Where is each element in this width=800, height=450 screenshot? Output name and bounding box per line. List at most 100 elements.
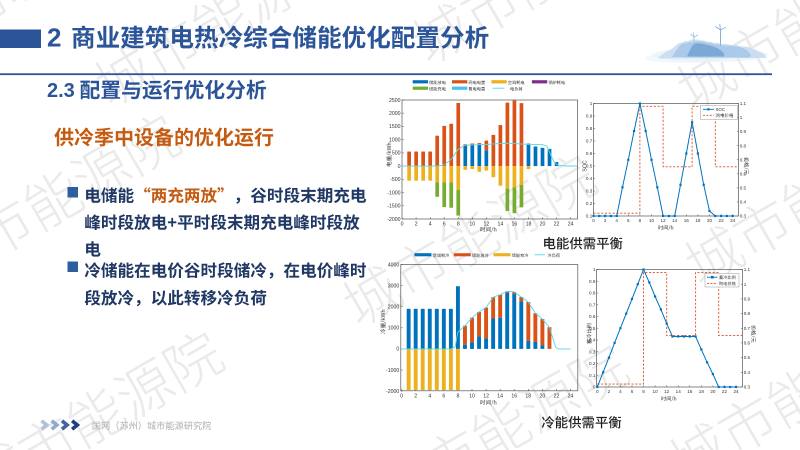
svg-text:1: 1: [590, 101, 593, 106]
svg-text:-1000: -1000: [386, 368, 399, 374]
svg-text:4000: 4000: [388, 262, 400, 268]
svg-text:14: 14: [497, 222, 503, 228]
svg-text:0: 0: [592, 218, 595, 223]
svg-text:0.4: 0.4: [589, 338, 596, 343]
svg-text:0.3: 0.3: [586, 189, 593, 194]
svg-text:0: 0: [593, 385, 596, 390]
svg-text:10: 10: [469, 393, 475, 399]
svg-text:0.4: 0.4: [586, 176, 593, 181]
svg-text:14: 14: [497, 393, 503, 399]
svg-text:0.8: 0.8: [740, 143, 747, 148]
svg-text:-2000: -2000: [386, 389, 399, 395]
svg-text:22: 22: [554, 222, 560, 228]
svg-text:16: 16: [511, 393, 517, 399]
svg-text:16: 16: [684, 218, 690, 223]
svg-text:0.5: 0.5: [586, 164, 593, 169]
svg-text:6: 6: [442, 393, 445, 399]
svg-text:-500: -500: [390, 177, 400, 183]
svg-text:0.7: 0.7: [744, 326, 751, 331]
svg-text:0.9: 0.9: [589, 279, 596, 284]
svg-text:10: 10: [649, 218, 655, 223]
svg-text:0.6: 0.6: [740, 171, 747, 176]
svg-text:10: 10: [653, 389, 659, 394]
svg-text:4: 4: [428, 393, 431, 399]
svg-text:6: 6: [631, 389, 634, 394]
svg-text:SOC: SOC: [716, 107, 726, 112]
svg-text:0.2: 0.2: [589, 361, 596, 366]
svg-text:24: 24: [730, 218, 736, 223]
svg-text:0.6: 0.6: [744, 341, 751, 346]
svg-text:0.9: 0.9: [744, 296, 751, 301]
svg-text:16: 16: [687, 389, 693, 394]
svg-text:0.1: 0.1: [586, 214, 593, 219]
svg-text:12: 12: [664, 389, 670, 394]
svg-text:-2000: -2000: [387, 217, 400, 223]
svg-text:8: 8: [639, 218, 642, 223]
svg-text:4: 4: [615, 218, 618, 223]
svg-text:0.9: 0.9: [740, 129, 747, 134]
svg-text:1: 1: [740, 115, 743, 120]
svg-text:0: 0: [400, 393, 403, 399]
svg-text:22: 22: [722, 389, 728, 394]
svg-text:6: 6: [443, 222, 446, 228]
svg-text:10: 10: [469, 222, 475, 228]
svg-text:14: 14: [676, 389, 682, 394]
svg-text:20: 20: [710, 389, 716, 394]
svg-text:2: 2: [47, 23, 61, 53]
svg-text:0.8: 0.8: [586, 126, 593, 131]
svg-text:20: 20: [707, 218, 713, 223]
svg-text:0.2: 0.2: [586, 201, 593, 206]
svg-text:500: 500: [392, 151, 401, 157]
svg-text:20: 20: [540, 393, 546, 399]
svg-text:12: 12: [483, 393, 489, 399]
svg-text:8: 8: [457, 222, 460, 228]
svg-text:2: 2: [414, 393, 417, 399]
svg-text:-1000: -1000: [387, 190, 400, 196]
svg-text:0.7: 0.7: [589, 302, 596, 307]
svg-text:0.9: 0.9: [586, 114, 593, 119]
svg-text:18: 18: [525, 393, 531, 399]
svg-text:0.3: 0.3: [744, 385, 751, 390]
svg-text:0: 0: [401, 222, 404, 228]
svg-text:2.3: 2.3: [47, 80, 75, 102]
svg-text:4: 4: [619, 389, 622, 394]
svg-text:0.4: 0.4: [740, 200, 747, 205]
svg-text:0: 0: [596, 389, 599, 394]
svg-text:1.1: 1.1: [744, 267, 751, 272]
svg-text:1500: 1500: [389, 124, 401, 130]
svg-text:2: 2: [604, 218, 607, 223]
svg-text:6: 6: [627, 218, 630, 223]
svg-text:2: 2: [608, 389, 611, 394]
svg-text:2: 2: [415, 222, 418, 228]
svg-text:0.3: 0.3: [589, 349, 596, 354]
svg-text:24: 24: [733, 389, 739, 394]
svg-text:0.5: 0.5: [740, 185, 747, 190]
svg-text:24: 24: [568, 393, 574, 399]
svg-text:0.1: 0.1: [589, 373, 596, 378]
svg-text:18: 18: [699, 389, 705, 394]
svg-text:0.5: 0.5: [589, 326, 596, 331]
svg-text:0.8: 0.8: [744, 311, 751, 316]
svg-text:0: 0: [398, 164, 401, 170]
svg-text:2000: 2000: [388, 305, 400, 311]
svg-text:1000: 1000: [389, 137, 401, 143]
svg-text:22: 22: [719, 218, 725, 223]
svg-text:0: 0: [396, 347, 399, 353]
svg-text:2500: 2500: [389, 98, 401, 104]
svg-text:16: 16: [512, 222, 518, 228]
svg-text:0.7: 0.7: [740, 157, 747, 162]
svg-text:22: 22: [554, 393, 560, 399]
svg-text:12: 12: [483, 222, 489, 228]
svg-text:0.6: 0.6: [589, 314, 596, 319]
svg-text:0.4: 0.4: [744, 370, 751, 375]
svg-text:8: 8: [456, 393, 459, 399]
svg-text:1.1: 1.1: [740, 101, 747, 106]
svg-text:3000: 3000: [388, 283, 400, 289]
svg-text:0.8: 0.8: [589, 291, 596, 296]
svg-text:12: 12: [661, 218, 667, 223]
svg-text:2000: 2000: [389, 111, 401, 117]
svg-text:14: 14: [672, 218, 678, 223]
svg-text:0.5: 0.5: [744, 355, 751, 360]
svg-text:18: 18: [695, 218, 701, 223]
svg-text:1: 1: [744, 282, 747, 287]
